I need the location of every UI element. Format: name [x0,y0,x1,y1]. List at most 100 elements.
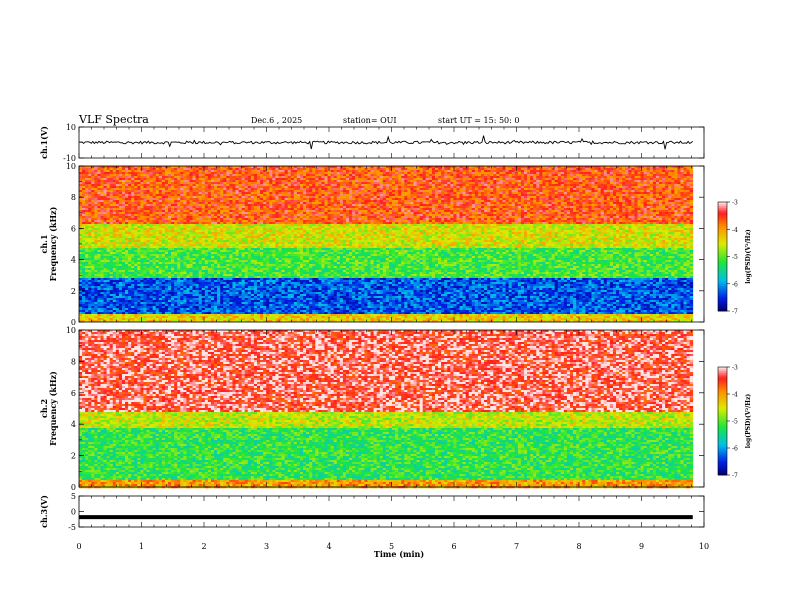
ch1-spectrogram-cell [487,182,491,185]
ch1-spectrogram-cell [438,166,442,169]
ch1-spectrogram-cell [275,178,279,181]
ch1-spectrogram-cell [91,166,95,169]
ch1-spectrogram-cell [576,192,580,195]
ch1-spectrogram-cell [82,204,86,207]
ch1-spectrogram-cell [336,184,341,187]
ch1-spectrogram-cell [481,200,485,203]
ch1-spectrogram-cell [413,178,417,181]
ch1-spectrogram-cell [395,180,399,183]
ch1-spectrogram-cell [229,178,233,181]
ch1-spectrogram-cell [269,174,273,177]
ch1-spectrogram-cell [652,184,657,187]
ch1-spectrogram-cell [382,198,387,201]
ch1-spectrogram-cell [250,192,255,195]
y-tick-label: 10 [66,123,76,132]
ch1-spectrogram-cell [293,186,298,189]
ch1-spectrogram-cell [171,192,175,195]
ch1-spectrogram-cell [296,188,301,191]
ch1-spectrogram-cell [140,176,144,179]
ch1-spectrogram-cell [115,196,120,199]
ch1-spectrogram-cell [339,198,344,201]
ch1-spectrogram-cell [79,198,83,201]
ch1-spectrogram-cell [333,182,338,185]
ch1-spectrogram-cell [217,214,221,217]
ch1-spectrogram-cell [266,214,270,217]
ch1-spectrogram-cell [502,206,506,209]
ch1-spectrogram-cell [260,184,264,187]
ch1-spectrogram-cell [566,178,571,181]
ch1-spectrogram-cell [474,196,479,199]
ch1-spectrogram-cell [210,212,215,215]
ch1-spectrogram-cell [658,192,663,195]
ch1-spectrogram-cell [410,180,414,183]
ch1-spectrogram-cell [235,202,239,205]
ch1-spectrogram-cell [88,192,92,195]
ch1-spectrogram-cell [303,208,307,211]
ch1-spectrogram-cell [269,204,273,207]
ch1-spectrogram-cell [284,198,289,201]
ch1-spectrogram-cell [597,210,602,213]
ch1-spectrogram-cell [477,188,482,191]
ch1-spectrogram-cell [164,182,169,185]
ch1-spectrogram-cell [131,194,135,197]
ch1-spectrogram-cell [361,170,365,173]
ch1-spectrogram-cell [229,166,233,169]
ch1-spectrogram-cell [563,172,568,175]
ch1-spectrogram-cell [398,204,402,207]
ch1-spectrogram-cell [637,178,641,181]
ch1-spectrogram-cell [520,170,525,173]
ch1-spectrogram-cell [606,180,611,183]
ch1-spectrogram-cell [82,202,86,205]
ch1-spectrogram-cell [250,214,255,217]
ch1-spectrogram-cell [487,202,491,205]
ch1-spectrogram-cell [79,206,83,209]
ch1-spectrogram-cell [388,176,393,179]
ch1-spectrogram-cell [395,188,399,191]
ch1-spectrogram-cell [649,208,654,211]
ch1-spectrogram-cell [324,188,328,191]
ch1-spectrogram-cell [536,198,540,201]
ch1-spectrogram-cell [260,198,264,201]
ch1-spectrogram-cell [609,192,614,195]
ch1-spectrogram-cell [444,174,448,177]
ch1-spectrogram-cell [192,202,197,205]
ch1-spectrogram-cell [229,190,233,193]
ch1-spectrogram-cell [336,200,341,203]
ch1-spectrogram-cell [152,174,157,177]
ch1-spectrogram-cell [662,184,666,187]
ch1-spectrogram-cell [284,180,289,183]
ch1-spectrogram-cell [192,184,197,187]
ch1-spectrogram-cell [658,172,663,175]
ch1-spectrogram-cell [554,200,559,203]
ch1-spectrogram-cell [655,208,660,211]
ch1-spectrogram-cell [481,186,485,189]
ch1-spectrogram-cell [533,200,537,203]
ch1-spectrogram-cell [499,168,503,171]
ch1-spectrogram-cell [128,210,132,213]
ch1-spectrogram-cell [345,168,350,171]
ch1-spectrogram-cell [278,170,282,173]
ch1-spectrogram-cell [545,212,549,215]
ch1-spectrogram-cell [247,192,252,195]
ch1-spectrogram-cell [398,172,402,175]
ch1-spectrogram-cell [373,168,378,171]
ch1-spectrogram-cell [404,202,408,205]
ch1-spectrogram-cell [502,172,506,175]
ch1-spectrogram-cell [453,188,457,191]
ch1-spectrogram-cell [174,188,178,191]
ch1-spectrogram-cell [640,176,645,179]
ch1-spectrogram-cell [180,192,184,195]
ch1-spectrogram-cell [303,174,307,177]
ch1-spectrogram-cell [260,176,264,179]
ch1-spectrogram-cell [655,170,660,173]
ch1-spectrogram-cell [327,166,332,169]
ch1-spectrogram-cell [256,172,261,175]
ch1-spectrogram-cell [594,178,599,181]
ch1-spectrogram-cell [401,194,405,197]
ch1-spectrogram-cell [523,196,528,199]
ch1-spectrogram-cell [453,204,457,207]
ch1-spectrogram-cell [260,182,264,185]
ch1-spectrogram-cell [183,168,187,171]
ch1-spectrogram-cell [413,188,417,191]
ch1-spectrogram-cell [131,188,135,191]
